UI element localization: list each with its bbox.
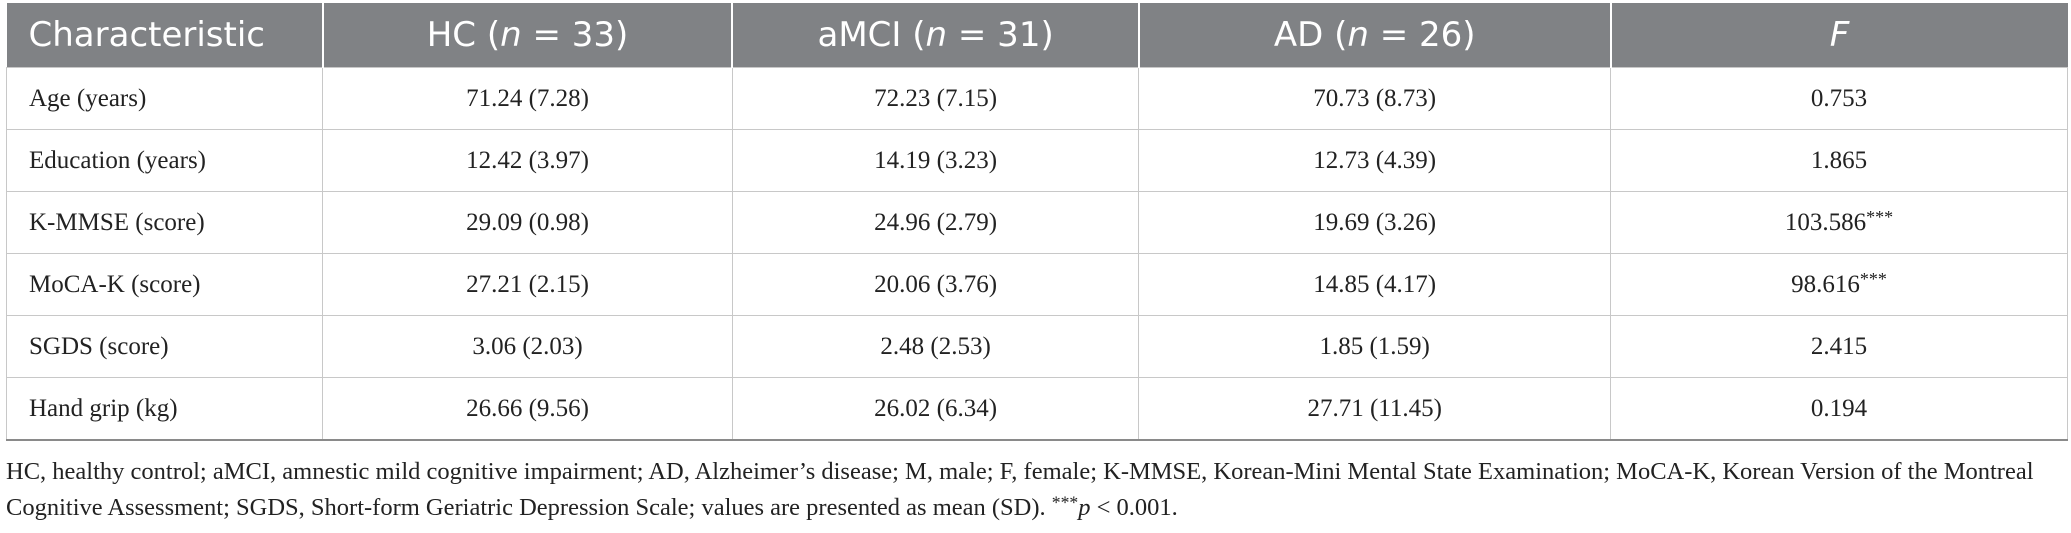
ad-value: 19.69 (3.26) <box>1138 191 1612 254</box>
amci-value: 20.06 (3.76) <box>731 253 1140 316</box>
significance-marker: *** <box>1866 206 1894 227</box>
table-row: Hand grip (kg) 26.66 (9.56) 26.02 (6.34)… <box>5 377 2068 441</box>
table-row: Education (years) 12.42 (3.97) 14.19 (3.… <box>5 129 2068 192</box>
hc-value: 3.06 (2.03) <box>322 315 733 378</box>
hc-value: 27.21 (2.15) <box>322 253 733 316</box>
ad-value: 14.85 (4.17) <box>1138 253 1612 316</box>
ad-value: 70.73 (8.73) <box>1138 67 1612 130</box>
amci-value: 2.48 (2.53) <box>731 315 1140 378</box>
header-hc: HC (n = 33) <box>322 3 734 68</box>
amci-value: 72.23 (7.15) <box>731 67 1140 130</box>
f-value: 0.753 <box>1610 67 2068 130</box>
header-amci: aMCI (n = 31) <box>732 3 1140 68</box>
row-label: K-MMSE (score) <box>5 191 324 254</box>
table-row: SGDS (score) 3.06 (2.03) 2.48 (2.53) 1.8… <box>5 315 2068 378</box>
f-value: 2.415 <box>1610 315 2068 378</box>
header-characteristic: Characteristic <box>6 3 324 68</box>
hc-value: 12.42 (3.97) <box>322 129 733 192</box>
table-row: MoCA-K (score) 27.21 (2.15) 20.06 (3.76)… <box>5 253 2068 316</box>
table-row: K-MMSE (score) 29.09 (0.98) 24.96 (2.79)… <box>5 191 2068 254</box>
hc-value: 26.66 (9.56) <box>322 377 733 441</box>
ad-value: 27.71 (11.45) <box>1138 377 1612 441</box>
f-value: 103.586*** <box>1610 191 2068 254</box>
row-label: Hand grip (kg) <box>5 377 324 441</box>
row-label: MoCA-K (score) <box>5 253 324 316</box>
hc-value: 71.24 (7.28) <box>322 67 733 130</box>
significance-marker: *** <box>1859 268 1887 289</box>
table-footnote: HC, healthy control; aMCI, amnestic mild… <box>6 458 2034 521</box>
amci-value: 26.02 (6.34) <box>731 377 1140 441</box>
table-header-row: Characteristic HC (n = 33) aMCI (n = 31)… <box>6 3 2068 68</box>
header-f-statistic: F <box>1610 3 2068 68</box>
row-label: Education (years) <box>5 129 324 192</box>
row-label: SGDS (score) <box>5 315 324 378</box>
ad-value: 1.85 (1.59) <box>1138 315 1612 378</box>
amci-value: 24.96 (2.79) <box>731 191 1140 254</box>
f-value: 98.616*** <box>1610 253 2068 316</box>
table-row: Age (years) 71.24 (7.28) 72.23 (7.15) 70… <box>5 67 2068 130</box>
hc-value: 29.09 (0.98) <box>322 191 733 254</box>
header-ad: AD (n = 26) <box>1138 3 1612 68</box>
amci-value: 14.19 (3.23) <box>731 129 1140 192</box>
ad-value: 12.73 (4.39) <box>1138 129 1612 192</box>
f-value: 1.865 <box>1610 129 2068 192</box>
f-value: 0.194 <box>1610 377 2068 441</box>
characteristics-table: Characteristic HC (n = 33) aMCI (n = 31)… <box>5 3 2068 441</box>
row-label: Age (years) <box>5 67 324 130</box>
footnote-significance-marker: *** <box>1051 492 1079 513</box>
